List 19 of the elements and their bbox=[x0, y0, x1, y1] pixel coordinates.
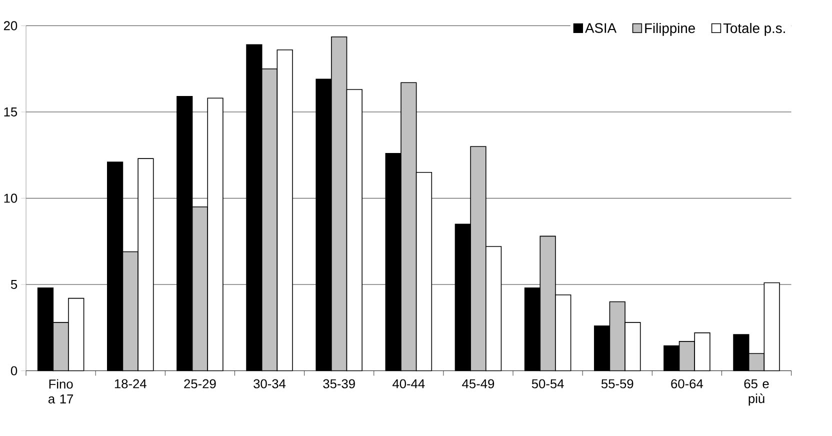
legend-label: Filippine bbox=[645, 22, 695, 36]
x-tick-label: Fino a 17 bbox=[48, 379, 74, 404]
y-tick-label: 15 bbox=[4, 107, 18, 116]
y-tick-label: 5 bbox=[10, 280, 18, 289]
x-tick-label: 50-54 bbox=[532, 379, 564, 388]
x-tick-label: 55-59 bbox=[601, 379, 634, 388]
x-tick-label: 60-64 bbox=[671, 379, 703, 388]
x-tick-label: 45-49 bbox=[462, 379, 494, 388]
x-tick-label: 40-44 bbox=[392, 379, 425, 388]
x-tick-label: 30-34 bbox=[254, 379, 286, 388]
x-tick-label: 35-39 bbox=[323, 379, 355, 388]
y-tick-label: 20 bbox=[4, 21, 18, 30]
legend-label: Totale p.s. bbox=[723, 22, 785, 36]
legend-label: ASIA bbox=[585, 23, 617, 33]
y-tick-label: 0 bbox=[10, 366, 18, 376]
x-tick-label: 25-29 bbox=[184, 379, 216, 388]
x-tick-label: 18-24 bbox=[114, 379, 146, 388]
x-tick-label: 65 e più bbox=[744, 379, 769, 406]
y-tick-label: 10 bbox=[4, 194, 18, 203]
